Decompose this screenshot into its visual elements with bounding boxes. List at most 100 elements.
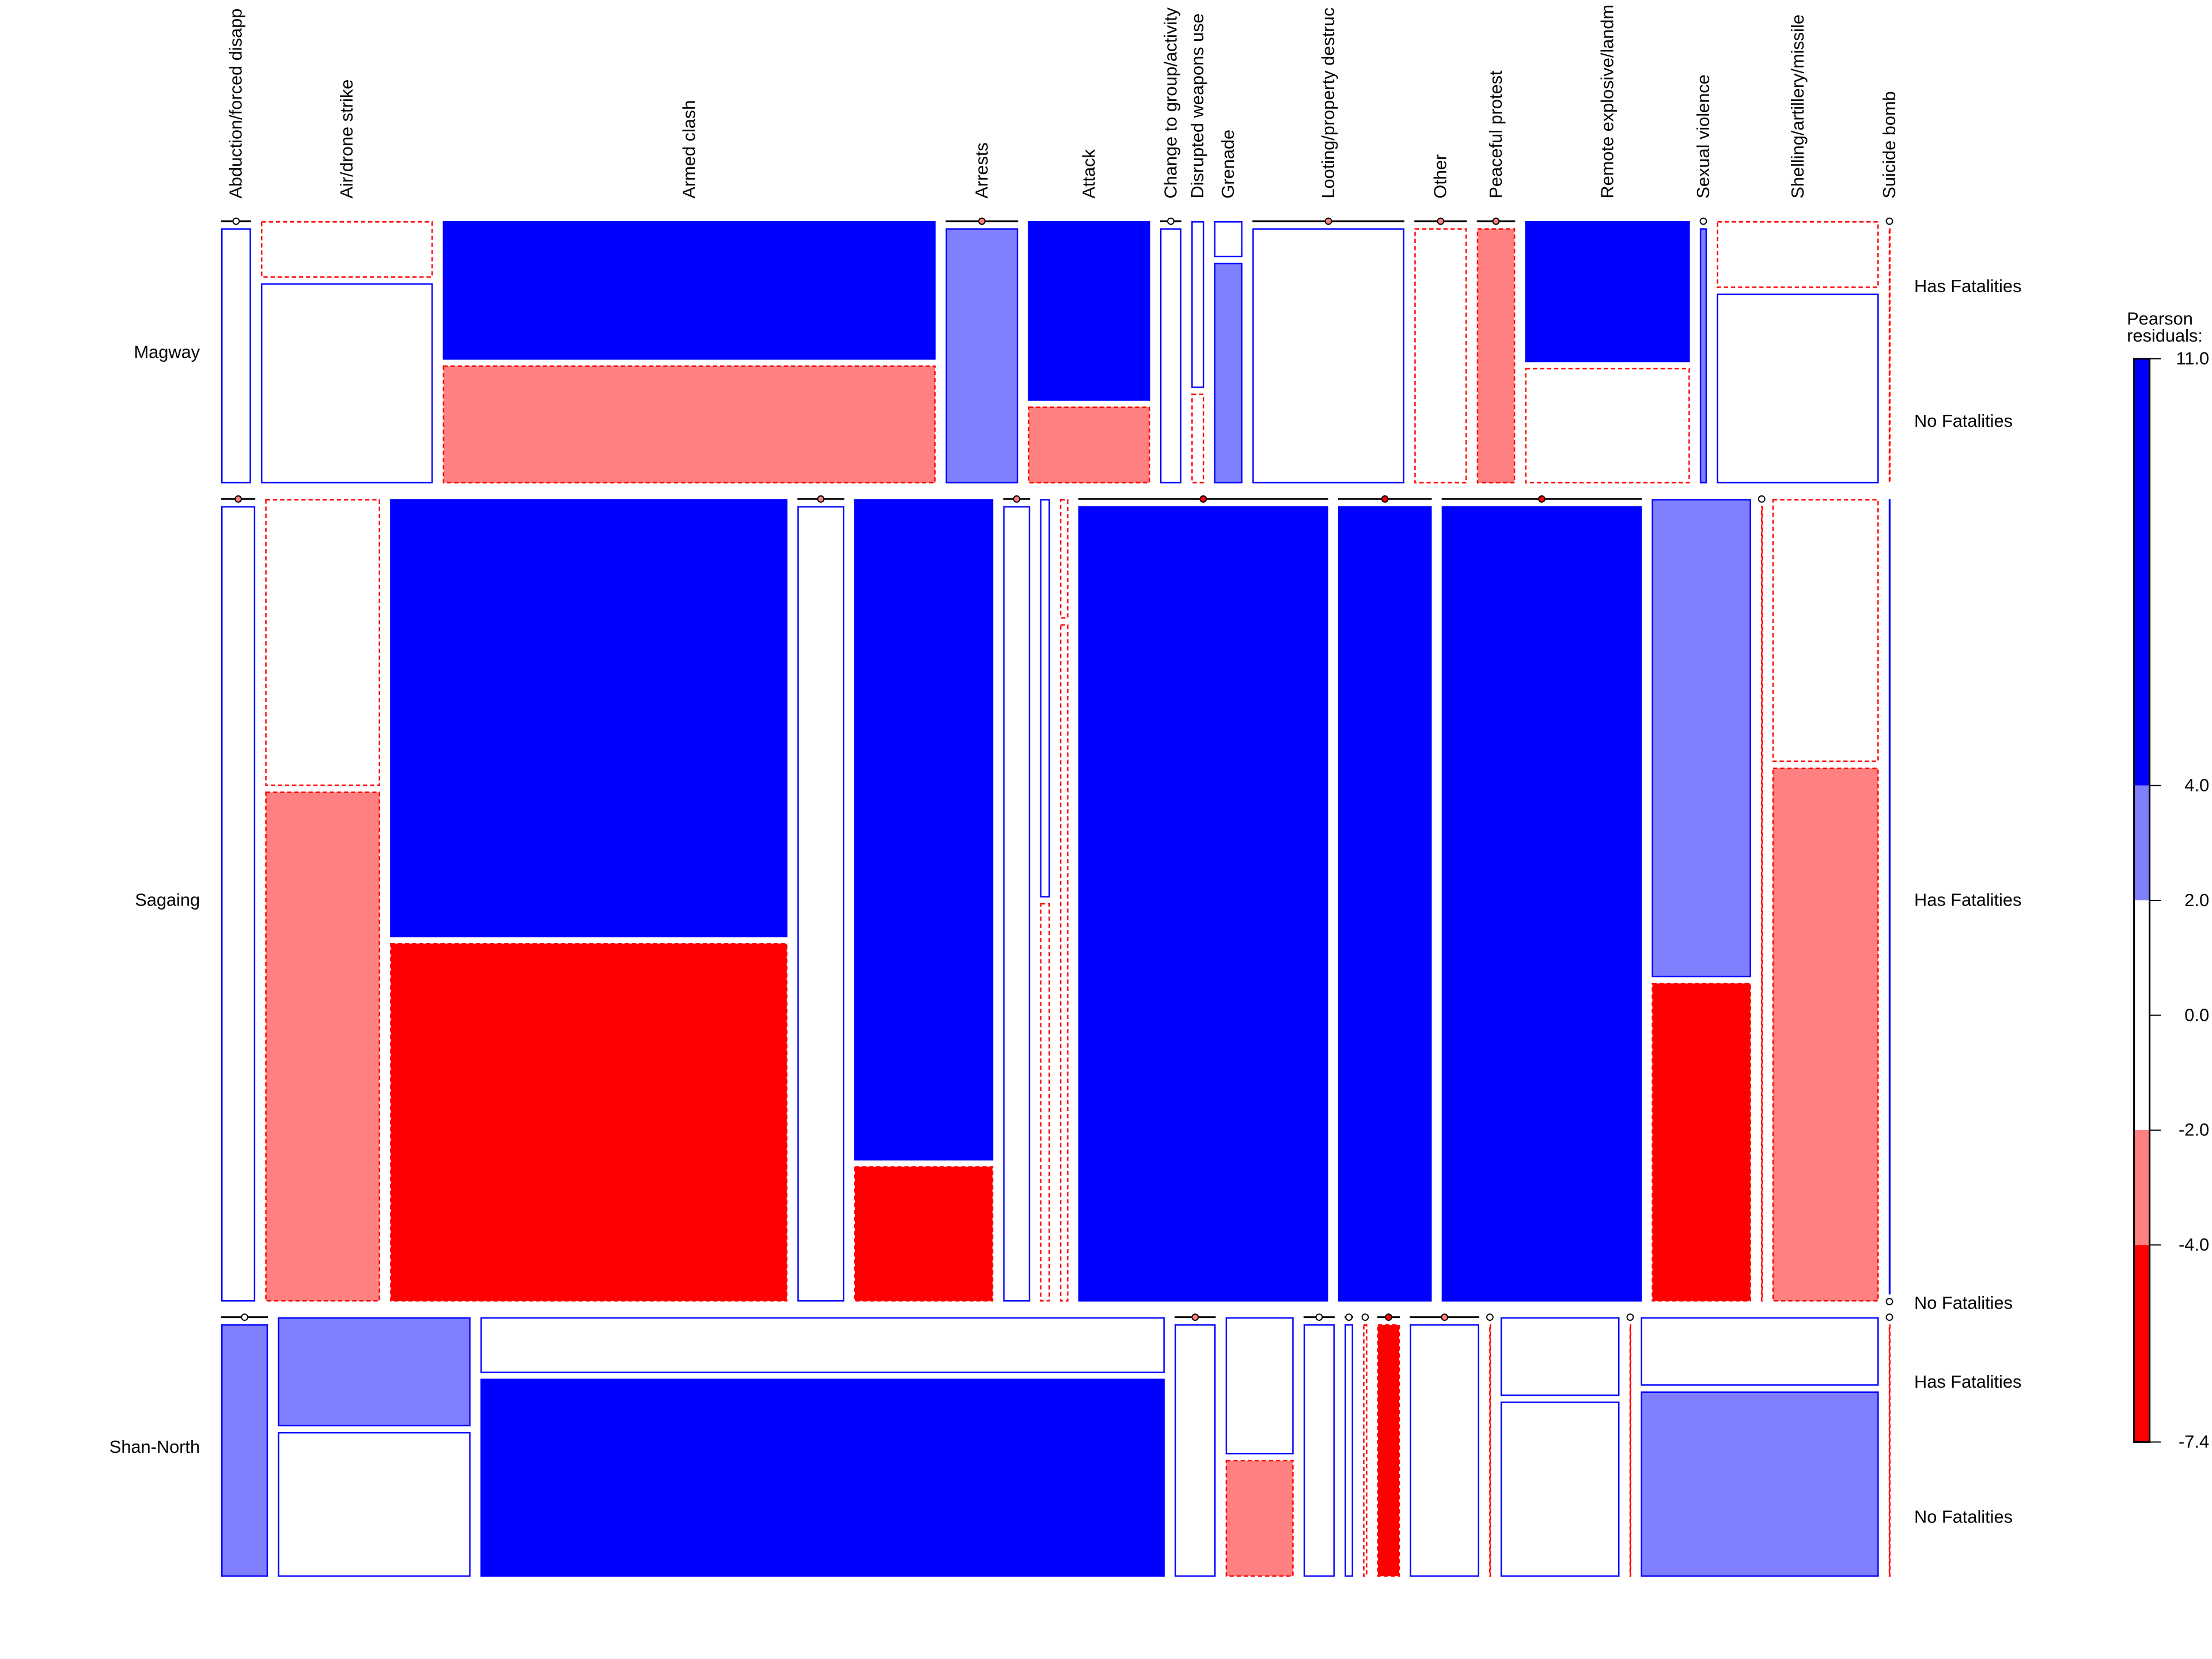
- event-label-attack: Attack: [1079, 149, 1099, 199]
- tile-shan-north-suicide-bomb-has-fatalities-zero: [1885, 1313, 1893, 1321]
- zero-cell-marker: [1885, 217, 1893, 225]
- tile-magway-abduction-forced-disapp-no-fatalities: [221, 228, 251, 484]
- tile-shan-north-other-no-fatalities: [1410, 1324, 1479, 1577]
- zero-cell-marker: [1167, 217, 1175, 225]
- legend-tick-label: 4.0: [2184, 775, 2209, 796]
- tile-magway-arrests-no-fatalities: [945, 228, 1018, 484]
- tile-shan-north-sexual-violence-has-fatalities-zero: [1626, 1313, 1634, 1321]
- event-label-arrests: Arrests: [971, 142, 991, 198]
- tile-shan-north-abduction-forced-disapp-has-fatalities-zero: [221, 1313, 268, 1321]
- tile-shan-north-sexual-violence-no-fatalities: [1629, 1324, 1631, 1577]
- tile-magway-suicide-bomb-no-fatalities: [1888, 228, 1891, 484]
- zero-cell-marker: [1699, 217, 1707, 225]
- zero-cell-marker: [1199, 495, 1207, 503]
- fatality-label-has: Has Fatalities: [1914, 276, 2021, 296]
- zero-cell-marker: [1345, 1313, 1353, 1321]
- tile-sagaing-grenade-has-fatalities: [1060, 499, 1069, 619]
- tile-magway-change-to-group-activity-no-fatalities: [1160, 228, 1181, 484]
- tile-sagaing-disrupted-weapons-use-has-fatalities: [1040, 499, 1050, 897]
- tile-shan-north-change-to-group-activity-has-fatalities-zero: [1303, 1313, 1335, 1321]
- tile-magway-sexual-violence-no-fatalities: [1699, 228, 1707, 484]
- tile-shan-north-armed-clash-no-fatalities: [480, 1378, 1165, 1577]
- zero-cell-marker: [1486, 1313, 1494, 1321]
- tile-magway-air-drone-strike-has-fatalities: [261, 221, 433, 278]
- tile-sagaing-suicide-bomb-has-fatalities: [1888, 499, 1891, 1295]
- zero-cell-marker: [1441, 1313, 1449, 1321]
- tile-shan-north-attack-has-fatalities: [1225, 1317, 1294, 1455]
- tile-sagaing-change-to-group-activity-no-fatalities: [1003, 506, 1031, 1302]
- event-label-armed-clash: Armed clash: [679, 100, 699, 199]
- tile-magway-attack-no-fatalities: [1028, 406, 1150, 484]
- event-label-peaceful-protest: Peaceful protest: [1486, 70, 1506, 199]
- event-label-grenade: Grenade: [1218, 130, 1238, 199]
- tile-sagaing-arrests-has-fatalities-zero: [797, 495, 844, 503]
- tile-magway-sexual-violence-has-fatalities-zero: [1699, 217, 1707, 225]
- event-label-other: Other: [1430, 154, 1450, 199]
- tile-shan-north-shelling-artillery-missile-no-fatalities: [1641, 1391, 1879, 1577]
- tile-sagaing-peaceful-protest-no-fatalities: [1441, 506, 1642, 1302]
- tile-sagaing-attack-has-fatalities: [854, 499, 994, 1161]
- legend-tick-label: 2.0: [2184, 890, 2209, 910]
- region-label-magway: Magway: [134, 342, 200, 362]
- tile-sagaing-abduction-forced-disapp-has-fatalities-zero: [221, 495, 256, 503]
- tile-shan-north-change-to-group-activity-no-fatalities: [1303, 1324, 1335, 1577]
- zero-cell-marker: [1885, 1313, 1893, 1321]
- zero-cell-marker: [232, 217, 240, 225]
- tile-magway-change-to-group-activity-has-fatalities-zero: [1160, 217, 1181, 225]
- tile-magway-armed-clash-no-fatalities: [442, 365, 936, 484]
- tile-sagaing-change-to-group-activity-has-fatalities-zero: [1003, 495, 1031, 503]
- tile-sagaing-remote-explosive-landm-has-fatalities: [1652, 499, 1751, 978]
- tile-sagaing-looting-property-destruc-has-fatalities-zero: [1078, 495, 1328, 503]
- event-label-sexual-violence: Sexual violence: [1693, 74, 1713, 198]
- event-label-abduction-forced-disapp: Abduction/forced disapp: [226, 9, 246, 199]
- tile-sagaing-remote-explosive-landm-no-fatalities: [1652, 983, 1751, 1302]
- legend-tick-label: 11.0: [2176, 349, 2209, 369]
- tile-sagaing-other-no-fatalities: [1338, 506, 1432, 1302]
- tile-shan-north-remote-explosive-landm-no-fatalities: [1500, 1402, 1620, 1577]
- tile-magway-other-no-fatalities: [1414, 228, 1467, 484]
- event-label-air-drone-strike: Air/drone strike: [336, 79, 357, 199]
- tile-sagaing-looting-property-destruc-no-fatalities: [1078, 506, 1328, 1302]
- zero-cell-marker: [1315, 1313, 1323, 1321]
- zero-cell-marker: [1758, 495, 1766, 503]
- fatality-label-has: Has Fatalities: [1914, 890, 2021, 910]
- tile-sagaing-grenade-no-fatalities: [1060, 624, 1069, 1302]
- tile-magway-shelling-artillery-missile-has-fatalities: [1717, 221, 1879, 288]
- tile-sagaing-abduction-forced-disapp-no-fatalities: [221, 506, 256, 1302]
- tile-shan-north-suicide-bomb-no-fatalities: [1888, 1324, 1891, 1577]
- event-label-shelling-artillery-missile: Shelling/artillery/missile: [1787, 14, 1808, 199]
- tile-magway-attack-has-fatalities: [1028, 221, 1150, 401]
- mosaic-tiles: [221, 217, 1893, 1577]
- zero-cell-marker: [1492, 217, 1500, 225]
- tile-sagaing-shelling-artillery-missile-has-fatalities: [1772, 499, 1879, 762]
- legend-title-line2: residuals:: [2127, 325, 2203, 346]
- tile-magway-remote-explosive-landm-no-fatalities: [1525, 368, 1690, 484]
- zero-cell-marker: [1324, 217, 1332, 225]
- tile-magway-armed-clash-has-fatalities: [442, 221, 936, 360]
- tile-magway-looting-property-destruc-no-fatalities: [1252, 228, 1405, 484]
- legend-color-band: [2134, 358, 2150, 786]
- tile-sagaing-armed-clash-no-fatalities: [390, 943, 788, 1302]
- tile-shan-north-arrests-no-fatalities: [1175, 1324, 1216, 1577]
- tile-shan-north-other-has-fatalities-zero: [1410, 1313, 1479, 1321]
- tile-sagaing-air-drone-strike-no-fatalities: [265, 791, 380, 1302]
- tile-sagaing-armed-clash-has-fatalities: [390, 499, 788, 938]
- tile-shan-north-remote-explosive-landm-has-fatalities: [1500, 1317, 1620, 1396]
- event-labels: Abduction/forced disapp Air/drone strike A…: [226, 5, 1899, 199]
- region-label-shan-north: Shan-North: [109, 1437, 200, 1457]
- event-label-change-to-group-activity: Change to group/activity: [1160, 7, 1180, 198]
- region-labels: Magway Sagaing Shan-North: [109, 342, 200, 1456]
- zero-cell-marker: [1885, 1298, 1893, 1305]
- tile-sagaing-suicide-bomb-no-fatalities-zero: [1885, 1298, 1893, 1305]
- legend-title-line1: Pearson: [2127, 309, 2193, 329]
- tile-sagaing-sexual-violence-has-fatalities-zero: [1758, 495, 1766, 503]
- tile-shan-north-grenade-has-fatalities-zero: [1361, 1313, 1369, 1321]
- fatality-label-has: Has Fatalities: [1914, 1372, 2021, 1392]
- tile-magway-remote-explosive-landm-has-fatalities: [1525, 221, 1690, 362]
- tile-shan-north-peaceful-protest-has-fatalities-zero: [1486, 1313, 1494, 1321]
- tile-magway-looting-property-destruc-has-fatalities-zero: [1252, 217, 1405, 225]
- fatality-label-no: No Fatalities: [1914, 1506, 2013, 1527]
- zero-cell-marker: [1626, 1313, 1634, 1321]
- zero-cell-marker: [234, 495, 242, 503]
